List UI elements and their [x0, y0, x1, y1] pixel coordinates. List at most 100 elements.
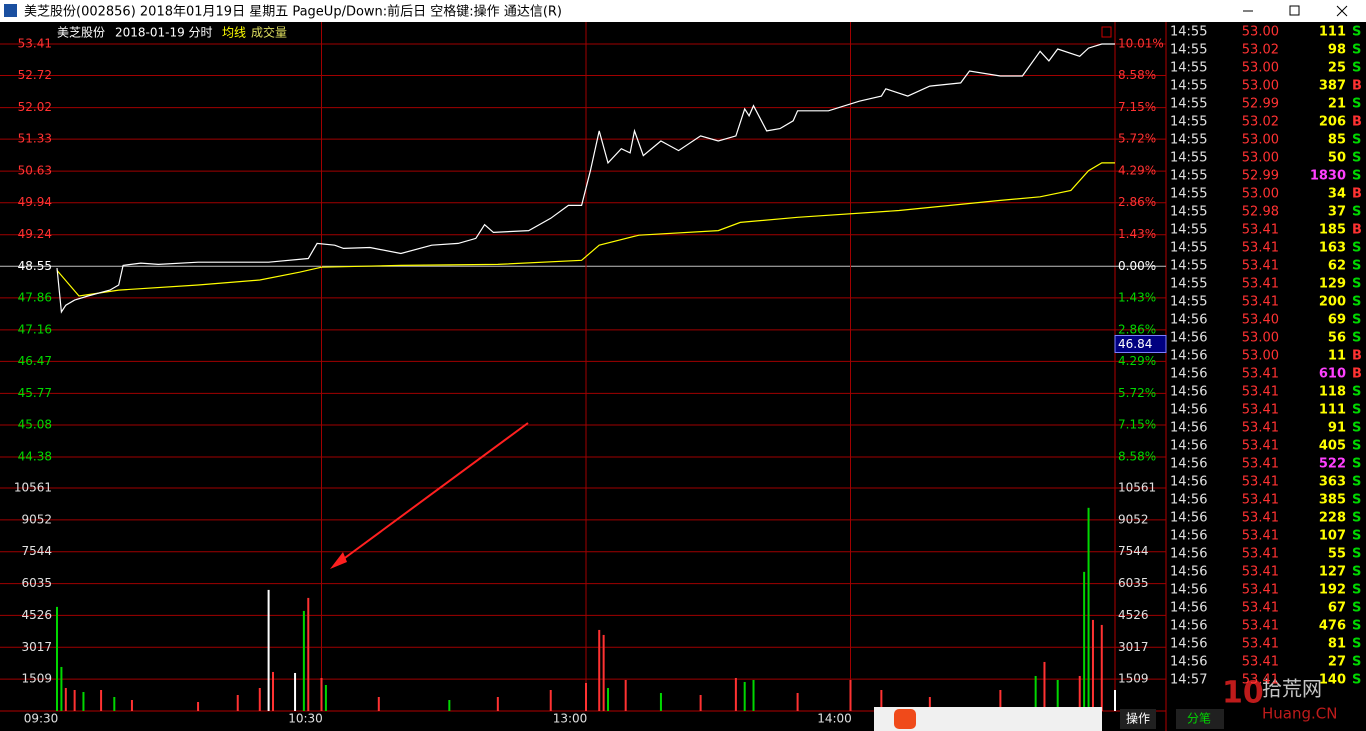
trade-time: 14:56 [1170, 313, 1207, 328]
volume-bar [1034, 675, 1037, 711]
trade-time: 14:56 [1170, 385, 1207, 400]
trade-side: S [1352, 511, 1361, 526]
volume-bar [699, 694, 702, 711]
trade-volume: 192 [1319, 583, 1346, 598]
pct-tick-label: 1.43% [1118, 290, 1156, 304]
trade-volume: 127 [1319, 565, 1346, 580]
stock-name: 美芝股份 [57, 25, 105, 40]
trade-volume: 27 [1328, 655, 1346, 670]
price-tick-label: 45.08 [18, 417, 52, 431]
trade-time: 14:56 [1170, 511, 1207, 526]
ime-icon[interactable] [894, 709, 916, 729]
trade-side: S [1352, 601, 1361, 616]
trade-side: B [1352, 79, 1362, 94]
trade-price: 53.41 [1242, 241, 1279, 256]
pct-tick-label: 7.15% [1118, 100, 1156, 114]
volume-bar [1083, 571, 1086, 711]
trade-price: 53.41 [1242, 637, 1279, 652]
trade-time: 14:56 [1170, 439, 1207, 454]
price-tick-label: 49.94 [18, 195, 52, 209]
trade-volume: 25 [1328, 61, 1346, 76]
price-tick-label: 44.38 [18, 450, 52, 464]
window-title: 美芝股份(002856) 2018年01月19日 星期五 PageUp/Down… [24, 4, 562, 20]
trade-side: S [1352, 169, 1361, 184]
trade-price: 53.02 [1242, 43, 1279, 58]
trade-volume: 81 [1328, 637, 1346, 652]
volume-tick-label: 3017 [21, 640, 52, 654]
trade-price: 53.00 [1242, 133, 1279, 148]
trade-volume: 91 [1328, 421, 1346, 436]
restore-button[interactable] [1289, 5, 1300, 16]
pct-tick-label: 4.29% [1118, 354, 1156, 368]
tab-bg[interactable] [1120, 709, 1156, 729]
trade-time: 14:56 [1170, 637, 1207, 652]
trade-side: S [1352, 277, 1361, 292]
trade-volume: 34 [1328, 187, 1346, 202]
trade-volume: 62 [1328, 259, 1346, 274]
trade-time: 14:55 [1170, 223, 1207, 238]
trade-time: 14:55 [1170, 79, 1207, 94]
trade-volume: 129 [1319, 277, 1346, 292]
close-button[interactable] [1336, 5, 1348, 17]
watermark: 10 [1222, 676, 1264, 711]
volume-bar [734, 677, 737, 711]
trade-volume: 200 [1319, 295, 1346, 310]
volume-bar [377, 697, 380, 711]
trade-price: 53.41 [1242, 385, 1279, 400]
trade-price: 52.99 [1242, 169, 1279, 184]
time-label: 13:00 [553, 712, 588, 726]
trade-side: S [1352, 61, 1361, 76]
trade-time: 14:56 [1170, 547, 1207, 562]
trade-price: 53.41 [1242, 655, 1279, 670]
volume-bar [130, 699, 133, 711]
trade-side: S [1352, 331, 1361, 346]
trade-price: 53.41 [1242, 493, 1279, 508]
trade-time: 14:55 [1170, 25, 1207, 40]
trade-price: 53.41 [1242, 601, 1279, 616]
volume-bar [100, 689, 103, 711]
trade-time: 14:56 [1170, 529, 1207, 544]
volume-bar [880, 689, 883, 711]
trade-volume: 85 [1328, 133, 1346, 148]
tab[interactable]: 操作 [1126, 711, 1150, 726]
trade-time: 14:55 [1170, 259, 1207, 274]
volume-bar [1091, 619, 1094, 711]
volume-bar [602, 634, 605, 711]
trade-side: S [1352, 151, 1361, 166]
trade-time: 14:55 [1170, 97, 1207, 112]
trade-volume: 50 [1328, 151, 1346, 166]
trade-price: 53.41 [1242, 565, 1279, 580]
volume-bar [294, 672, 297, 711]
trade-side: S [1352, 655, 1361, 670]
panel-icon[interactable] [1101, 26, 1112, 38]
trade-side: S [1352, 241, 1361, 256]
tab-bg[interactable] [1176, 709, 1224, 729]
trade-volume: 111 [1319, 25, 1346, 40]
tab[interactable]: 分笔 [1187, 711, 1211, 726]
volume-bar [752, 679, 755, 711]
trade-volume: 610 [1319, 367, 1346, 382]
trade-volume: 98 [1328, 43, 1346, 58]
pct-tick-label: 2.86% [1118, 195, 1156, 209]
volume-bar [607, 687, 610, 711]
pct-tick-label: 8.58% [1118, 68, 1156, 82]
trade-price: 53.41 [1242, 673, 1279, 688]
volume-bar [272, 671, 275, 711]
trade-price: 53.41 [1242, 475, 1279, 490]
trade-time: 14:56 [1170, 493, 1207, 508]
pct-tick-label: 7.15% [1118, 417, 1156, 431]
trade-volume: 522 [1319, 457, 1346, 472]
price-tick-label: 52.72 [18, 68, 52, 82]
volume-tick-label: 7544 [21, 544, 52, 558]
volume-bar [496, 697, 499, 711]
volume-tick-label: 10561 [1118, 481, 1156, 495]
volume-label: 成交量 [251, 25, 287, 40]
trade-volume: 1830 [1310, 169, 1346, 184]
trade-side: S [1352, 619, 1361, 634]
trade-side: S [1352, 439, 1361, 454]
volume-tick-label: 1509 [21, 672, 52, 686]
volume-tick-label: 9052 [1118, 512, 1149, 526]
annotation-arrow [337, 422, 529, 564]
